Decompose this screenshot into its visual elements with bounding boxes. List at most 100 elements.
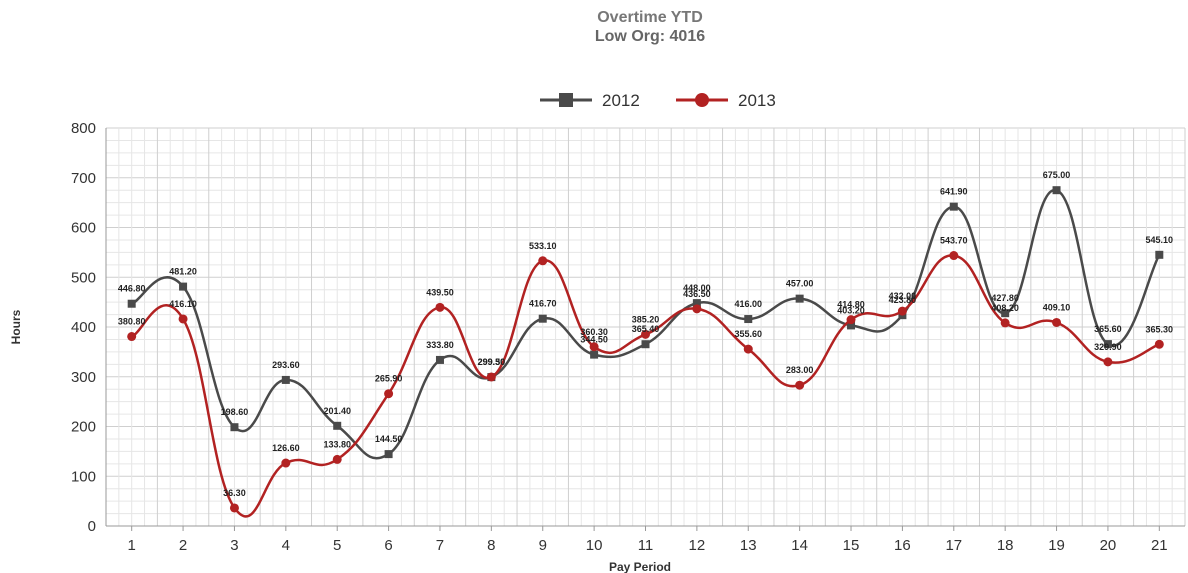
data-point-2013[interactable]: [384, 389, 394, 399]
data-label-2013: 533.10: [529, 241, 557, 251]
data-point-2013[interactable]: [1103, 357, 1113, 367]
x-tick-label: 2: [179, 537, 187, 554]
x-tick-label: 18: [997, 537, 1014, 554]
data-point-2013[interactable]: [281, 458, 291, 468]
data-label-2013: 283.00: [786, 365, 814, 375]
x-tick-label: 8: [487, 537, 495, 554]
data-point-2012[interactable]: [538, 314, 547, 323]
data-label-2013: 126.60: [272, 443, 300, 453]
data-label-2012: 333.80: [426, 340, 454, 350]
data-label-2013: 299.50: [478, 357, 506, 367]
data-point-2013[interactable]: [178, 314, 188, 324]
chart-subtitle: Low Org: 4016: [594, 28, 706, 45]
data-point-2012[interactable]: [1001, 309, 1010, 318]
data-point-2013[interactable]: [846, 315, 856, 325]
data-label-2013: 432.00: [889, 291, 917, 301]
data-label-2013: 133.80: [323, 439, 351, 449]
data-label-2013: 265.90: [375, 374, 403, 384]
data-point-2013[interactable]: [589, 342, 599, 352]
data-label-2013: 436.50: [683, 289, 711, 299]
y-tick-label: 700: [71, 170, 96, 187]
data-point-2013[interactable]: [949, 251, 959, 261]
data-point-2012[interactable]: [333, 421, 342, 430]
x-tick-label: 15: [843, 537, 860, 554]
data-point-2013[interactable]: [743, 344, 753, 354]
data-point-2013[interactable]: [897, 306, 907, 316]
data-point-2012[interactable]: [692, 299, 701, 308]
data-point-2012[interactable]: [1155, 250, 1164, 259]
y-tick-label: 500: [71, 269, 96, 286]
legend-label-2012[interactable]: 2012: [602, 91, 640, 110]
data-point-2012[interactable]: [641, 340, 650, 349]
data-point-2013[interactable]: [1052, 317, 1062, 327]
data-label-2012: 427.80: [991, 293, 1019, 303]
data-point-2012[interactable]: [949, 202, 958, 211]
x-tick-label: 21: [1151, 537, 1168, 554]
data-point-2013[interactable]: [641, 329, 650, 339]
data-label-2012: 344.50: [580, 335, 608, 345]
data-label-2012: 293.60: [272, 360, 300, 370]
data-point-2013[interactable]: [1000, 318, 1010, 328]
x-axis-title: Pay Period: [609, 560, 671, 573]
data-label-2012: 481.20: [169, 267, 197, 277]
data-point-2013[interactable]: [538, 256, 548, 266]
legend[interactable]: 2012 2013: [540, 91, 776, 110]
data-label-2013: 36.30: [223, 488, 246, 498]
data-label-2013: 408.20: [991, 303, 1019, 313]
data-point-2012[interactable]: [384, 450, 393, 459]
y-tick-label: 200: [71, 419, 96, 436]
data-label-2012: 416.00: [734, 299, 762, 309]
data-point-2013[interactable]: [486, 372, 496, 382]
x-tick-label: 4: [282, 537, 290, 554]
y-axis-title: Hours: [9, 309, 23, 344]
data-point-2012[interactable]: [435, 355, 444, 364]
x-tick-label: 5: [333, 537, 341, 554]
data-label-2012: 403.20: [837, 305, 865, 315]
y-tick-label: 300: [71, 369, 96, 386]
data-label-2012: 423.80: [889, 295, 917, 305]
data-point-2012[interactable]: [1103, 340, 1112, 349]
data-label-2012: 144.50: [375, 434, 403, 444]
data-point-2012[interactable]: [1052, 186, 1061, 195]
x-tick-label: 12: [689, 537, 706, 554]
data-point-2013[interactable]: [1154, 339, 1164, 349]
x-tick-label: 9: [539, 537, 547, 554]
data-point-2013[interactable]: [127, 332, 137, 342]
legend-marker-2013: [695, 93, 709, 107]
data-point-2012[interactable]: [795, 294, 804, 303]
data-label-2013: 409.10: [1043, 302, 1071, 312]
data-point-2012[interactable]: [590, 350, 599, 359]
data-point-2012[interactable]: [230, 423, 239, 432]
data-label-2012: 457.00: [786, 279, 814, 289]
data-point-2012[interactable]: [127, 299, 136, 308]
data-point-2013[interactable]: [332, 454, 342, 464]
data-point-2013[interactable]: [229, 503, 239, 513]
data-point-2013[interactable]: [435, 302, 445, 312]
y-tick-label: 0: [88, 518, 96, 535]
data-point-2013[interactable]: [795, 380, 805, 390]
data-point-2012[interactable]: [847, 321, 856, 330]
data-label-2012: 201.40: [323, 406, 351, 416]
data-label-2013: 365.30: [1146, 324, 1174, 334]
legend-label-2013[interactable]: 2013: [738, 91, 776, 110]
data-label-2012: 675.00: [1043, 170, 1071, 180]
x-tick-label: 19: [1048, 537, 1065, 554]
chart-title-block: Overtime YTD Low Org: 4016: [0, 8, 1188, 46]
data-point-2013[interactable]: [692, 304, 702, 314]
x-tick-label: 10: [586, 537, 603, 554]
data-label-2012: 198.60: [221, 407, 249, 417]
data-point-2012[interactable]: [179, 282, 188, 291]
chart-title: Overtime YTD: [597, 9, 703, 26]
data-point-2012[interactable]: [281, 375, 290, 384]
series-line-2012: [131, 188, 1161, 460]
data-label-2013: 360.30: [580, 327, 608, 337]
data-label-2013: 355.60: [734, 329, 762, 339]
data-label-2012: 448.00: [683, 283, 711, 293]
data-label-2012: 365.60: [1094, 324, 1122, 334]
data-point-2012[interactable]: [744, 315, 753, 324]
y-tick-label: 100: [71, 468, 96, 485]
x-tick-label: 7: [436, 537, 444, 554]
data-label-2012: 545.10: [1146, 235, 1174, 245]
data-label-2012: 416.70: [529, 299, 557, 309]
